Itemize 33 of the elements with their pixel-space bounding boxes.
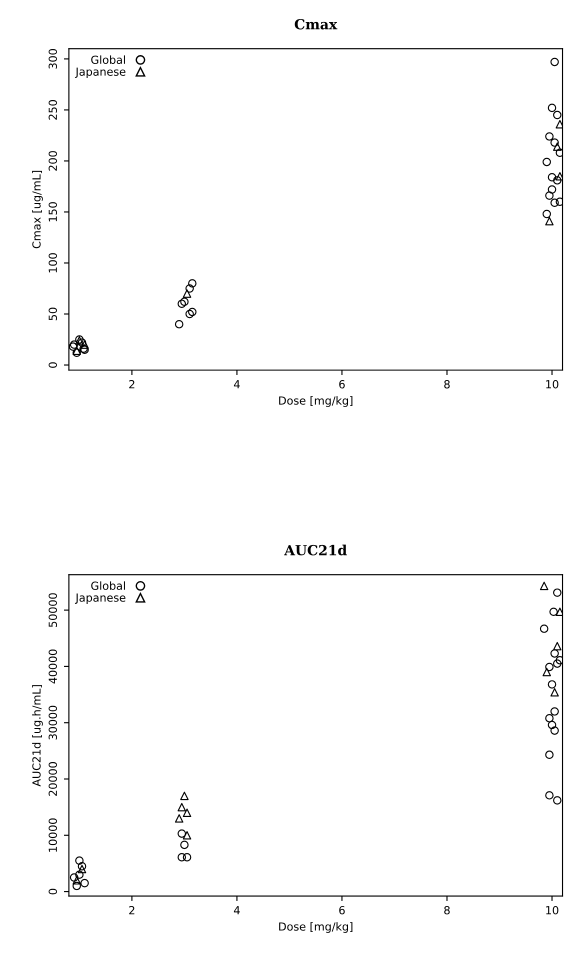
legend-label: Japanese: [74, 594, 126, 604]
x-tick-label: 6: [339, 906, 345, 914]
legend-label: Global: [91, 581, 125, 590]
y-tick-label: 30000: [48, 706, 58, 740]
legend-label: Global: [91, 55, 125, 64]
x-tick-label: 8: [444, 906, 450, 914]
y-tick-label: 0: [48, 888, 58, 894]
chart-title: Cmax: [294, 18, 338, 30]
x-tick-label: 4: [234, 380, 240, 388]
x-axis-title: Dose [mg/kg]: [279, 922, 352, 933]
x-tick-label: 2: [129, 906, 134, 914]
y-tick-label: 0: [48, 362, 58, 368]
x-tick-label: 6: [339, 380, 345, 388]
y-axis-title: AUC21d [ug.h/mL]: [32, 685, 43, 786]
x-axis-title: Dose [mg/kg]: [279, 396, 352, 407]
x-tick-label: 4: [234, 906, 240, 914]
y-axis-title: Cmax [ug/mL]: [32, 170, 43, 248]
y-tick-label: 10000: [48, 818, 58, 852]
y-tick-label: 50000: [48, 593, 58, 627]
y-tick-label: 300: [48, 49, 58, 69]
chart-title: AUC21d: [284, 544, 347, 556]
y-tick-label: 50: [48, 308, 58, 320]
y-tick-label: 100: [48, 253, 58, 272]
x-tick-label: 8: [444, 380, 450, 388]
y-tick-label: 20000: [48, 762, 58, 796]
y-tick-label: 150: [48, 202, 58, 222]
x-tick-label: 2: [129, 380, 134, 388]
x-tick-label: 10: [546, 380, 558, 388]
x-tick-label: 10: [546, 906, 558, 914]
y-tick-label: 200: [48, 151, 58, 171]
legend-label: Japanese: [74, 68, 126, 78]
y-tick-label: 250: [48, 100, 58, 120]
y-tick-label: 40000: [48, 649, 58, 684]
